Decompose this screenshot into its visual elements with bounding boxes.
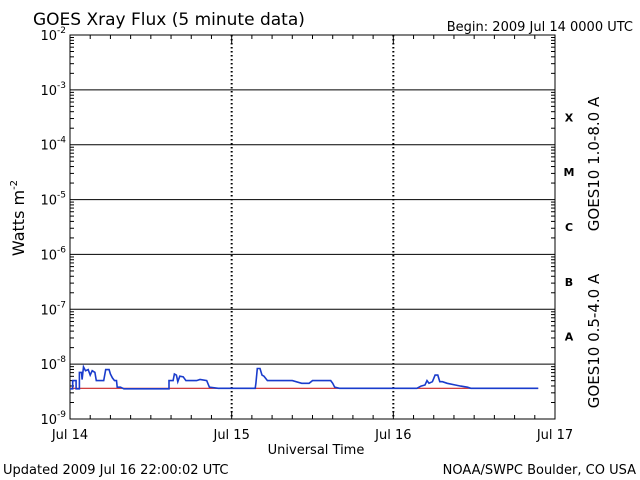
x-tick-label: Jul 15 — [212, 428, 249, 443]
y-tick-label: 10-6 — [40, 245, 66, 263]
y-tick-exp: -2 — [57, 26, 66, 36]
flare-class-M: M — [564, 166, 575, 179]
x-tick-label: Jul 16 — [374, 428, 411, 443]
y-tick-exp: -6 — [57, 245, 66, 255]
y-tick-exp: -9 — [57, 410, 66, 420]
y-tick-label: 10-4 — [40, 136, 66, 154]
y-tick-base: 10 — [40, 248, 57, 263]
y-tick-exp: -5 — [57, 191, 66, 201]
x-tick-label: Jul 14 — [51, 428, 88, 443]
flare-class-A: A — [565, 331, 574, 344]
y-axis-label-base: Watts m — [9, 190, 28, 256]
y-tick-label: 10-7 — [40, 300, 66, 318]
plot-grid — [69, 34, 556, 420]
y-tick-label: 10-5 — [40, 191, 66, 209]
axis-ticks — [69, 35, 556, 419]
y-tick-exp: -4 — [57, 136, 66, 146]
y-tick-labels: 10-910-810-710-610-510-410-310-2 — [40, 26, 66, 428]
series-line-2 — [70, 364, 539, 390]
y-tick-base: 10 — [40, 139, 57, 154]
legend-short-wavelength: GOES10 0.5-4.0 A — [585, 273, 603, 408]
y-tick-base: 10 — [40, 194, 57, 209]
updated-timestamp: Updated 2009 Jul 16 22:00:02 UTC — [3, 463, 228, 478]
y-tick-label: 10-2 — [40, 26, 66, 44]
x-axis-label: Universal Time — [268, 443, 365, 458]
credit: NOAA/SWPC Boulder, CO USA — [443, 463, 636, 478]
y-tick-label: 10-3 — [40, 81, 66, 99]
y-tick-base: 10 — [40, 303, 57, 318]
x-tick-labels: Jul 14 Jul 15 Jul 16 Jul 17 — [51, 428, 573, 443]
flare-class-B: B — [565, 276, 573, 289]
y-tick-base: 10 — [40, 413, 57, 428]
data-series — [70, 364, 539, 390]
y-axis-label-exp: -2 — [9, 180, 20, 190]
chart-title: GOES Xray Flux (5 minute data) — [33, 10, 305, 30]
y-tick-exp: -3 — [57, 81, 66, 91]
flare-class-labels: A B C M X — [564, 111, 575, 343]
x-tick-label: Jul 17 — [536, 428, 573, 443]
flare-class-C: C — [565, 221, 573, 234]
flare-class-X: X — [565, 111, 574, 124]
y-tick-label: 10-8 — [40, 355, 66, 373]
begin-date: Begin: 2009 Jul 14 0000 UTC — [447, 20, 633, 35]
y-tick-base: 10 — [40, 358, 57, 373]
day-separators — [230, 35, 395, 419]
y-tick-exp: -7 — [57, 300, 66, 310]
y-tick-base: 10 — [40, 29, 57, 44]
legend-long-wavelength: GOES10 1.0-8.0 A — [585, 96, 603, 231]
y-tick-label: 10-9 — [40, 410, 66, 428]
y-tick-base: 10 — [40, 84, 57, 99]
plot-frame — [69, 34, 556, 420]
y-axis-label: Watts m-2 — [9, 180, 28, 256]
y-tick-exp: -8 — [57, 355, 66, 365]
